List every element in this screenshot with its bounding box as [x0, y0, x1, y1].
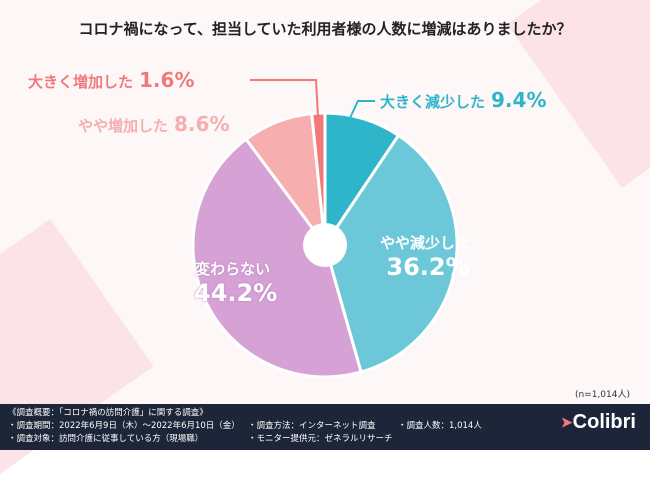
label-large-decrease: 大きく減少した 9.4% [380, 88, 547, 112]
label-large-increase: 大きく増加した 1.6% [28, 68, 195, 92]
bird-icon: ➤ [560, 414, 573, 430]
footer-heading: 《調査概要：「コロナ禍の訪問介護」に関する調査》 [8, 408, 208, 418]
survey-method: ・調査方法：インターネット調査 [248, 421, 376, 431]
survey-footer: 《調査概要：「コロナ禍の訪問介護」に関する調査》 ・調査期間：2022年6月9日… [0, 404, 650, 450]
survey-target: ・調査対象：訪問介護に従事している方（現場職） [8, 434, 204, 444]
label-slight-increase: やや増加した 8.6% [78, 112, 230, 136]
colibri-logo: ➤Colibri [560, 411, 636, 433]
slice-slight-decrease [323, 133, 459, 374]
sample-size: (n=1,014人) [574, 390, 630, 400]
survey-count: ・調査人数：1,014人 [398, 421, 482, 431]
slice-no-change [191, 137, 363, 379]
survey-provider: ・モニター提供元：ゼネラルリサーチ [248, 434, 393, 444]
leader-line-large-decrease [349, 100, 375, 119]
slice-large-decrease [323, 111, 401, 250]
leader-line-large-increase [250, 79, 319, 117]
survey-period: ・調査期間：2022年6月9日（木）～2022年6月10日（金） [8, 421, 240, 431]
label-slight-decrease: やや減少した 36.2% [380, 234, 471, 281]
chart-title: コロナ禍になって、担当していた利用者様の人数に増減はありましたか？ [78, 20, 572, 38]
pie-chart [191, 79, 459, 379]
donut-hole [303, 223, 347, 267]
label-no-change: 変わらない 44.2% [194, 260, 278, 307]
